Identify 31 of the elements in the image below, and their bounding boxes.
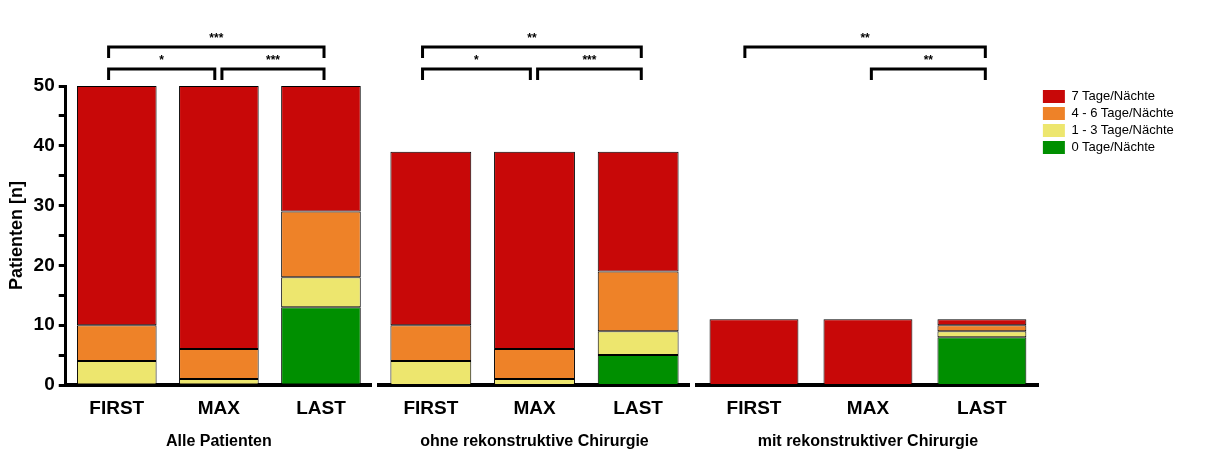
text: **	[860, 31, 871, 46]
x-tick-label: FIRST	[726, 396, 782, 418]
text: *	[474, 53, 480, 68]
x-tick-label: FIRST	[403, 396, 459, 418]
y-tick-label: 50	[33, 74, 55, 96]
legend-label: 4 - 6 Tage/Nächte	[1071, 105, 1174, 121]
text: *	[159, 53, 165, 68]
x-tick-label: MAX	[846, 396, 890, 418]
x-axis-title: ohne rekonstruktive Chirurgie	[420, 431, 649, 449]
text: ***	[209, 31, 224, 46]
legend-label: 1 - 3 Tage/Nächte	[1071, 122, 1174, 138]
x-tick-label: LAST	[957, 396, 1008, 418]
text: ***	[582, 53, 597, 68]
y-axis-title: Patienten [n]	[5, 180, 26, 291]
y-tick-label: 40	[33, 134, 55, 156]
legend-label: 7 Tage/Nächte	[1071, 88, 1155, 104]
x-axis-title: Alle Patienten	[165, 431, 272, 449]
text: **	[527, 31, 537, 46]
y-tick-label: 10	[33, 313, 55, 335]
text: **	[923, 53, 934, 68]
legend-label: 0 Tage/Nächte	[1071, 139, 1155, 155]
y-tick-label: 0	[44, 373, 55, 395]
x-tick-label: LAST	[613, 396, 664, 418]
x-tick-label: MAX	[513, 396, 556, 418]
x-tick-label: MAX	[197, 396, 241, 418]
y-tick-label: 30	[33, 193, 55, 215]
x-tick-label: FIRST	[89, 396, 145, 418]
text: ***	[265, 53, 281, 68]
x-tick-label: LAST	[296, 396, 347, 418]
y-tick-label: 20	[33, 253, 55, 275]
x-axis-title: mit rekonstruktiver Chirurgie	[757, 431, 979, 449]
